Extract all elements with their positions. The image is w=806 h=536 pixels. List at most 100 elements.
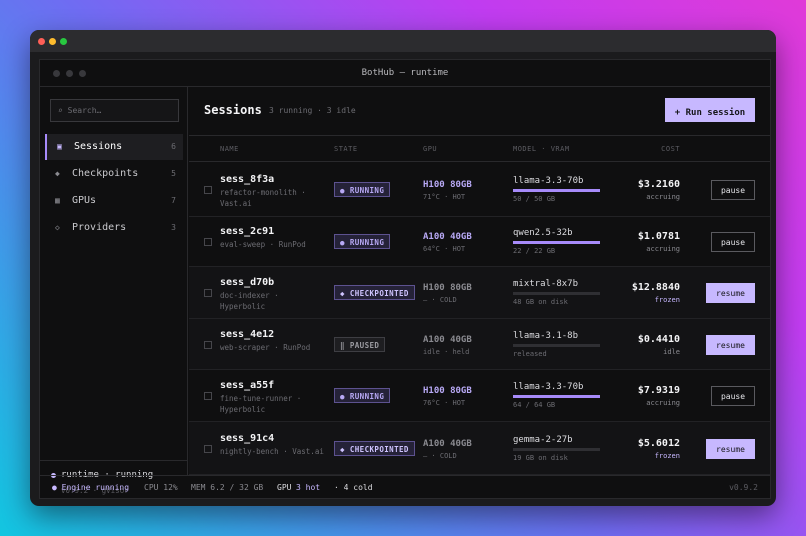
window-chrome [30, 30, 776, 52]
memory-usage: MEM 6.2 / 32 GB [191, 483, 264, 492]
session-cost: $5.6012 [637, 438, 680, 449]
session-cost: $12.8840 [631, 282, 680, 293]
maximize-traffic-light[interactable] [60, 38, 67, 45]
row-checkbox[interactable] [204, 341, 212, 349]
sidebar: ⌕ Search… ▣ Sessions 6 ◆ Checkpoints 5 ▦ GPUs 7 ◇… [40, 87, 188, 475]
sidebar-item-label: Providers [72, 222, 127, 233]
session-name: sess_4e12 [220, 329, 275, 340]
gpu-label: GPU [277, 483, 292, 492]
gpu-status: — · COLD [423, 452, 457, 460]
table-row[interactable]: sess_8f3a refactor-monolith · Vast.ai ● RU… [189, 162, 770, 217]
sidebar-item-count: 5 [171, 169, 176, 178]
model-name: mixtral-8x7b [513, 279, 579, 289]
row-checkbox[interactable] [204, 186, 212, 194]
column-gpu: GPU [423, 145, 438, 153]
sidebar-item-providers[interactable]: ◇ Providers 3 [45, 215, 183, 241]
gpu-type: A100 40GB [423, 335, 472, 345]
cost-status: frozen [654, 296, 680, 304]
minimize-traffic-light[interactable] [49, 38, 56, 45]
model-name: llama-3.3-70b [513, 382, 584, 392]
window-title: BotHub — runtime [361, 68, 449, 78]
row-checkbox[interactable] [204, 445, 212, 453]
state-badge: ● RUNNING [334, 182, 391, 197]
table-header: NAME STATE GPU MODEL · VRAM COST [189, 136, 770, 162]
cost-status: idle [663, 348, 680, 356]
gpu-hot-count: 3 hot [296, 483, 321, 492]
row-checkbox[interactable] [204, 392, 212, 400]
state-badge: ◆ CHECKPOINTED [334, 441, 415, 456]
gpu-status: idle · held [423, 348, 470, 356]
session-summary: 3 running · 3 idle [269, 106, 356, 115]
model-name: gemma-2-27b [513, 435, 573, 445]
gpu-type: A100 40GB [423, 439, 472, 449]
gpu-type: H100 80GB [423, 283, 472, 293]
resume-button[interactable]: resume [706, 283, 755, 303]
session-name: sess_91c4 [220, 433, 275, 444]
checkpoints-icon: ◆ [55, 169, 60, 178]
window-dot [79, 70, 86, 77]
model-name: llama-3.1-8b [513, 331, 579, 341]
close-traffic-light[interactable] [38, 38, 45, 45]
state-badge: ‖ PAUSED [334, 337, 386, 352]
column-state: STATE [334, 145, 358, 153]
table-row[interactable]: sess_d70b doc-indexer · Hyperbolic ◆ CHECK… [189, 267, 770, 319]
session-name: sess_8f3a [220, 174, 275, 185]
sidebar-item-checkpoints[interactable]: ◆ Checkpoints 5 [45, 161, 183, 187]
session-cost: $3.2160 [637, 179, 680, 190]
table-row[interactable]: sess_2c91 eval-sweep · RunPod ● RUNNING A10… [189, 217, 770, 267]
sidebar-item-label: GPUs [72, 195, 97, 206]
session-name: sess_d70b [220, 277, 275, 288]
gpu-status: 64°C · HOT [423, 245, 466, 253]
sidebar-item-count: 7 [171, 196, 176, 205]
session-name: sess_2c91 [220, 226, 275, 237]
sidebar-item-gpus[interactable]: ▦ GPUs 7 [45, 188, 183, 214]
browser-frame: BotHub — runtime ⌕ Search… ▣ Sessions 6 ◆ Ch… [30, 30, 776, 506]
search-input[interactable]: ⌕ Search… [50, 99, 179, 122]
runtime-status: runtime · running v0.9.2 · gVisor [40, 460, 188, 495]
session-cost: $1.0781 [637, 231, 680, 242]
run-session-button[interactable]: + Run session [665, 98, 755, 122]
session-description: eval-sweep · RunPod [220, 240, 306, 249]
runtime-version: v0.9.2 · gVisor [61, 486, 129, 495]
app-titlebar: BotHub — runtime [40, 60, 770, 87]
window-dot [66, 70, 73, 77]
table-row[interactable]: sess_91c4 nightly-bench · Vast.ai ◆ CHECKP… [189, 422, 770, 475]
table-row[interactable]: sess_4e12 web-scraper · RunPod ‖ PAUSED A10… [189, 319, 770, 370]
state-badge: ● RUNNING [334, 234, 391, 249]
vram-bar [513, 395, 600, 398]
app-window: BotHub — runtime ⌕ Search… ▣ Sessions 6 ◆ Ch… [39, 59, 771, 499]
window-dot [53, 70, 60, 77]
gpu-status: — · COLD [423, 296, 457, 304]
model-name: qwen2.5-32b [513, 228, 573, 238]
vram-bar [513, 448, 600, 451]
main-panel: Sessions 3 running · 3 idle + Run sessio… [189, 87, 770, 475]
gpu-status: 71°C · HOT [423, 193, 466, 201]
vram-bar [513, 344, 600, 347]
cost-status: accruing [646, 245, 680, 253]
sidebar-item-sessions[interactable]: ▣ Sessions 6 [45, 134, 183, 160]
resume-button[interactable]: resume [706, 335, 755, 355]
vram-bar-fill [513, 395, 600, 398]
page-header: Sessions 3 running · 3 idle + Run sessio… [189, 87, 770, 136]
pause-button[interactable]: pause [711, 386, 755, 406]
session-cost: $7.9319 [637, 385, 680, 396]
table-row[interactable]: sess_a55f fine-tune-runner · Hyperbolic ● … [189, 370, 770, 422]
status-bar: ● Engine running CPU 12% MEM 6.2 / 32 GB… [40, 475, 770, 499]
column-cost: COST [661, 145, 680, 153]
vram-usage: 48 GB on disk [513, 298, 568, 306]
cost-status: accruing [646, 399, 680, 407]
vram-bar [513, 189, 600, 192]
sidebar-item-count: 6 [171, 142, 176, 151]
app-version: v0.9.2 [729, 483, 758, 492]
pause-button[interactable]: pause [711, 232, 755, 252]
pause-button[interactable]: pause [711, 180, 755, 200]
session-cost: $0.4410 [637, 334, 680, 345]
sidebar-item-count: 3 [171, 223, 176, 232]
vram-bar-fill [513, 241, 600, 244]
resume-button[interactable]: resume [706, 439, 755, 459]
model-name: llama-3.3-70b [513, 176, 584, 186]
engine-status: ● Engine running [52, 483, 130, 492]
row-checkbox[interactable] [204, 289, 212, 297]
gpu-status: 76°C · HOT [423, 399, 466, 407]
row-checkbox[interactable] [204, 238, 212, 246]
